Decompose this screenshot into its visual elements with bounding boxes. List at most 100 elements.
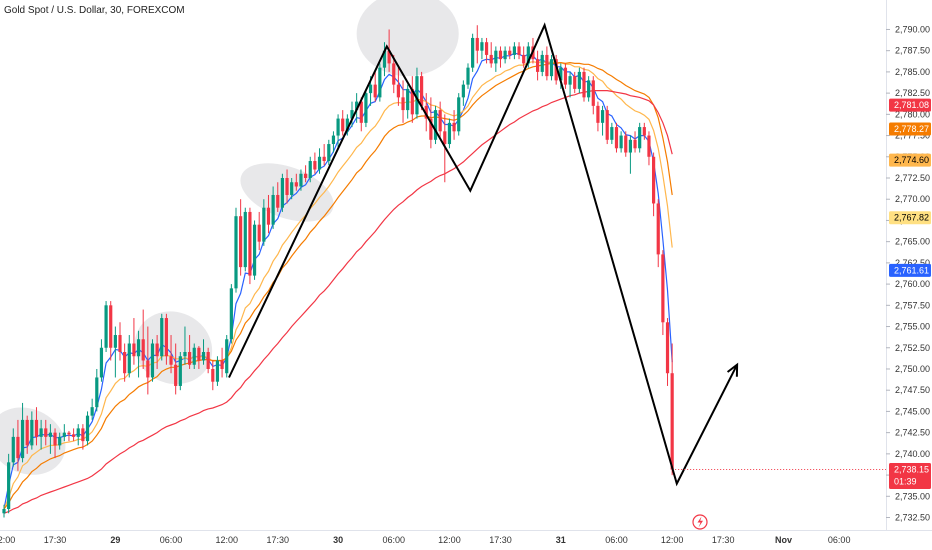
candle-body — [536, 59, 540, 72]
candle-body — [433, 110, 438, 140]
candle-body — [661, 254, 665, 323]
candle-body — [2, 509, 6, 514]
candle-body — [484, 42, 489, 55]
candle-body — [206, 352, 210, 369]
x-tick-label: Nov — [775, 535, 792, 545]
y-tick-label: 2,745.00 — [895, 406, 930, 416]
x-tick-label: 06:00 — [382, 535, 405, 545]
candle-body — [438, 110, 442, 132]
arrow-head — [726, 362, 739, 377]
ma-line — [3, 89, 673, 514]
candle-body — [517, 46, 521, 55]
x-tick-label: 12:00 — [438, 535, 461, 545]
y-tick-label: 2,780.00 — [895, 109, 930, 119]
candle-body — [670, 373, 674, 470]
candle-body — [652, 156, 656, 204]
candle-body — [359, 101, 363, 123]
candle-body — [39, 428, 43, 437]
x-tick-label: 12:00 — [661, 535, 684, 545]
candle-body — [545, 54, 549, 77]
candle-body — [271, 194, 275, 225]
candle-body — [587, 80, 591, 98]
candle-body — [197, 347, 201, 361]
candle-body — [443, 131, 447, 145]
candle-body — [345, 118, 349, 132]
price-tag-label: 2,774.60 — [894, 155, 929, 165]
candle-body — [113, 335, 117, 348]
y-tick-label: 2,735.00 — [895, 491, 930, 501]
candle-body — [624, 135, 628, 153]
y-tick-label: 2,740.00 — [895, 449, 930, 459]
countdown-label: 01:39 — [894, 477, 917, 487]
candle-body — [656, 203, 660, 255]
candle-body — [415, 76, 419, 115]
candle-body — [136, 339, 141, 357]
candle-body — [150, 343, 155, 378]
candle-body — [178, 356, 182, 386]
candle-body — [123, 352, 127, 374]
candle-body — [85, 415, 90, 442]
candle-body — [211, 368, 215, 382]
candle-body — [522, 54, 526, 64]
candle-body — [304, 173, 308, 178]
candle-body — [665, 322, 670, 374]
candle-body — [262, 207, 266, 242]
zigzag-line — [228, 22, 738, 487]
candle-body — [596, 105, 600, 123]
x-tick-label: 30 — [333, 535, 343, 545]
candle-body — [118, 335, 122, 352]
candle-body — [508, 50, 512, 55]
candle-body — [169, 356, 173, 365]
candle-body — [392, 63, 396, 85]
candle-body — [243, 211, 247, 268]
candle-body — [614, 127, 619, 149]
candle-body — [466, 67, 470, 85]
candle-body — [109, 305, 113, 348]
candle-body — [239, 216, 243, 268]
y-tick-label: 2,747.50 — [895, 385, 930, 395]
y-tick-label: 2,790.00 — [895, 24, 930, 34]
candle-body — [30, 419, 34, 446]
candle-body — [554, 59, 558, 81]
candle-body — [280, 178, 284, 208]
y-tick-label: 2,755.00 — [895, 322, 930, 332]
candle-body — [48, 432, 52, 437]
candle-body — [7, 462, 11, 510]
candle-body — [605, 110, 609, 140]
candle-body — [155, 343, 159, 357]
replay-icon[interactable] — [692, 514, 708, 530]
candle-body — [44, 428, 48, 437]
candle-body — [308, 161, 312, 178]
y-tick-label: 2,752.50 — [895, 343, 930, 353]
time-axis[interactable]: 12:00 17:30 29 06:00 12:00 17:30 30 06:00 12:00 1… — [0, 535, 850, 545]
candle-body — [220, 360, 224, 369]
candle-body — [53, 432, 57, 446]
candle-body — [600, 110, 605, 123]
y-tick-label: 2,765.00 — [895, 237, 930, 247]
candle-body — [471, 37, 475, 68]
candle-body — [257, 224, 261, 242]
candle-body — [573, 76, 577, 89]
candle-body — [429, 118, 433, 140]
candle-body — [160, 318, 164, 357]
candle-body — [266, 207, 271, 225]
candle-body — [350, 110, 354, 119]
candle-body — [188, 352, 192, 365]
candle-body — [327, 144, 331, 162]
x-tick-label: 17:30 — [712, 535, 735, 545]
candle-body — [317, 156, 322, 170]
y-tick-label: 2,785.00 — [895, 67, 930, 77]
candle-body — [104, 305, 108, 348]
candle-body — [99, 347, 104, 378]
candle-body — [364, 93, 368, 123]
candle-body — [368, 84, 373, 94]
candle-body — [276, 194, 280, 208]
y-tick-label: 2,777.50 — [895, 131, 930, 141]
candle-body — [62, 432, 66, 437]
candle-body — [164, 318, 168, 357]
candle-body — [72, 434, 76, 437]
x-tick-label: 06:00 — [828, 535, 851, 545]
zigzag-drawing[interactable] — [228, 22, 739, 487]
price-tag — [889, 211, 931, 225]
